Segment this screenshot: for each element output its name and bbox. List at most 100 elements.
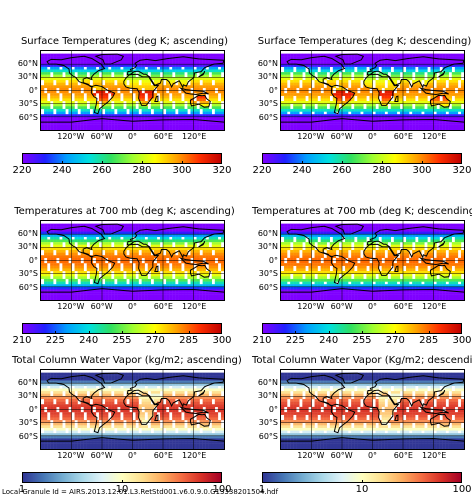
data-cell — [47, 257, 51, 261]
data-cell — [184, 239, 188, 243]
data-cell — [181, 116, 185, 120]
data-cell — [86, 239, 91, 243]
data-cell — [147, 281, 152, 285]
data-cell — [153, 278, 158, 282]
data-cell — [326, 90, 331, 94]
data-cell — [348, 90, 352, 94]
data-cell — [220, 82, 224, 86]
data-cell — [102, 74, 106, 78]
data-cell — [208, 108, 213, 112]
data-cell — [47, 114, 51, 118]
data-cell — [153, 119, 158, 123]
data-cell — [41, 226, 45, 230]
data-cell — [323, 106, 327, 110]
data-cell — [68, 223, 72, 227]
data-field — [41, 223, 224, 300]
data-cell — [111, 286, 115, 290]
data-cell — [320, 72, 324, 75]
data-cell — [433, 61, 437, 65]
data-cell — [421, 74, 425, 78]
data-cell — [41, 284, 45, 288]
data-cell — [193, 249, 197, 253]
data-cell — [305, 82, 309, 86]
data-cell — [71, 284, 75, 288]
data-cell — [354, 108, 358, 112]
data-cell — [308, 116, 312, 120]
lon-tick-label: 60°W — [90, 132, 113, 141]
data-cell — [123, 56, 127, 60]
data-cell — [211, 257, 216, 261]
data-cell — [178, 106, 182, 110]
data-cell — [372, 231, 376, 235]
data-cell — [460, 223, 464, 227]
data-cell — [193, 90, 197, 94]
data-cell — [396, 77, 401, 81]
data-cell — [445, 95, 449, 99]
data-cell — [332, 226, 337, 230]
data-cell — [299, 231, 303, 235]
data-cell — [384, 87, 388, 91]
data-cell — [105, 278, 109, 282]
data-cell — [65, 273, 69, 277]
data-cell — [363, 56, 367, 60]
data-cell — [196, 95, 200, 99]
data-cell — [403, 114, 407, 118]
data-cell — [199, 122, 203, 125]
data-cell — [314, 234, 318, 237]
data-cell — [311, 228, 315, 232]
data-cell — [53, 257, 57, 261]
data-cell — [375, 226, 379, 230]
data-cell — [86, 284, 91, 288]
data-cell — [220, 263, 224, 266]
data-cell — [445, 124, 449, 128]
data-cell — [111, 98, 115, 102]
data-cell — [390, 108, 395, 112]
data-cell — [427, 119, 431, 123]
data-cell — [144, 56, 148, 60]
data-cell — [445, 103, 449, 107]
data-cell — [114, 53, 118, 57]
data-cell — [184, 226, 188, 230]
data-cell — [345, 116, 349, 120]
data-cell — [169, 74, 173, 78]
data-cell — [50, 255, 54, 259]
coastline-north-america — [287, 56, 344, 87]
data-cell — [114, 69, 118, 73]
data-cell — [108, 255, 112, 259]
data-cell — [111, 236, 115, 240]
data-cell — [317, 87, 321, 91]
data-cell — [421, 106, 425, 110]
data-cell — [403, 122, 407, 125]
data-cell — [138, 247, 142, 251]
data-cell — [290, 82, 294, 86]
data-cell — [433, 74, 437, 78]
data-cell — [138, 239, 142, 243]
data-cell — [323, 69, 327, 73]
data-cell — [366, 231, 370, 235]
coastline-madagascar — [155, 96, 158, 101]
data-cell — [71, 77, 75, 81]
data-cell — [187, 276, 191, 280]
data-cell — [384, 228, 388, 232]
data-cell — [424, 116, 428, 120]
data-cell — [287, 114, 291, 118]
data-cell — [95, 255, 100, 259]
data-cell — [220, 79, 224, 83]
data-cell — [196, 77, 200, 81]
data-cell — [196, 247, 200, 251]
coastline-antarctica — [41, 119, 224, 123]
data-cell — [187, 247, 191, 251]
data-cell — [138, 263, 142, 266]
data-cell — [59, 90, 63, 94]
data-cell — [126, 127, 130, 130]
data-cell — [305, 106, 309, 110]
data-cell — [342, 223, 346, 227]
data-cell — [302, 226, 306, 230]
data-cell — [150, 72, 155, 75]
data-cell — [363, 98, 367, 102]
data-cell — [135, 79, 139, 83]
data-cell — [351, 108, 355, 112]
data-cell — [326, 116, 331, 120]
data-cell — [144, 257, 148, 261]
data-cell — [460, 108, 464, 112]
